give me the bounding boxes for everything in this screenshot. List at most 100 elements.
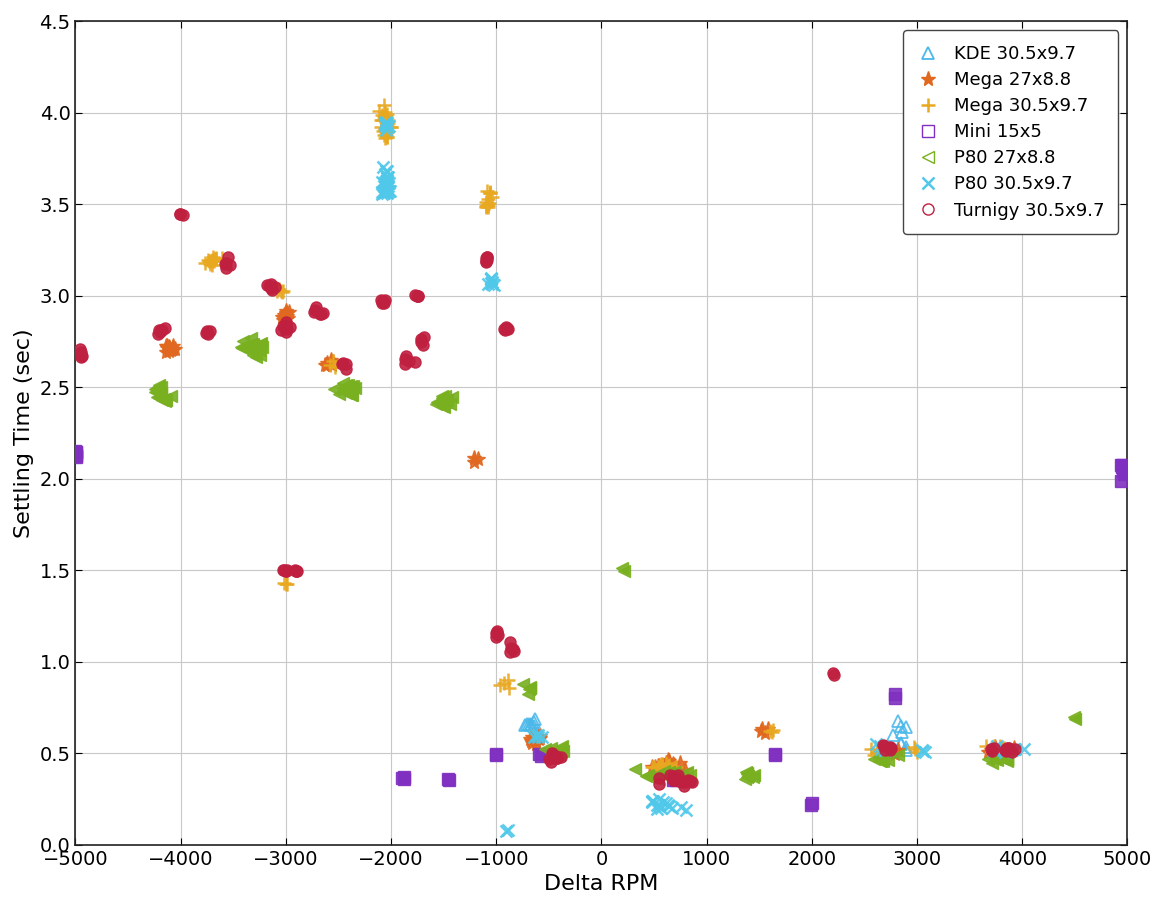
P80 27x8.8 (652, 774, 666, 785)
KDE 30.5x9.7 (524, 720, 538, 731)
Mini 15x5 (69, 450, 83, 461)
KDE 30.5x9.7 (520, 719, 534, 730)
KDE 30.5x9.7 (893, 721, 907, 732)
KDE 30.5x9.7 (518, 720, 532, 731)
Mega 30.5x9.7 (373, 114, 387, 125)
Turnigy 30.5x9.7 (174, 208, 188, 219)
KDE 30.5x9.7 (522, 718, 536, 729)
Mega 27x8.8 (162, 342, 176, 353)
Mini 15x5 (69, 447, 83, 458)
Mega 30.5x9.7 (204, 259, 218, 270)
Turnigy 30.5x9.7 (677, 781, 691, 792)
P80 30.5x9.7 (1018, 744, 1032, 755)
Mega 27x8.8 (663, 765, 677, 775)
KDE 30.5x9.7 (894, 738, 908, 749)
Turnigy 30.5x9.7 (652, 773, 666, 784)
Mini 15x5 (69, 452, 83, 463)
Mini 15x5 (768, 748, 782, 759)
P80 30.5x9.7 (379, 181, 393, 192)
Mega 27x8.8 (533, 730, 547, 741)
Mini 15x5 (69, 445, 83, 456)
P80 27x8.8 (739, 772, 753, 783)
Line: P80 30.5x9.7: P80 30.5x9.7 (375, 115, 1031, 837)
Legend: KDE 30.5x9.7, Mega 27x8.8, Mega 30.5x9.7, Mini 15x5, P80 27x8.8, P80 30.5x9.7, T: KDE 30.5x9.7, Mega 27x8.8, Mega 30.5x9.7… (902, 30, 1118, 234)
P80 30.5x9.7 (661, 800, 675, 811)
P80 30.5x9.7 (379, 116, 393, 127)
Mini 15x5 (888, 693, 902, 704)
Line: Mini 15x5: Mini 15x5 (66, 444, 1130, 811)
Mini 15x5 (888, 689, 902, 700)
Mega 27x8.8 (279, 305, 293, 316)
KDE 30.5x9.7 (527, 717, 541, 728)
Mini 15x5 (396, 772, 410, 783)
Turnigy 30.5x9.7 (73, 344, 87, 355)
Turnigy 30.5x9.7 (489, 631, 503, 642)
Turnigy 30.5x9.7 (75, 350, 89, 361)
Turnigy 30.5x9.7 (506, 643, 520, 654)
KDE 30.5x9.7 (527, 721, 541, 732)
Mega 30.5x9.7 (378, 100, 392, 111)
Mini 15x5 (532, 748, 546, 759)
Mini 15x5 (1114, 459, 1128, 470)
Mega 27x8.8 (159, 347, 173, 358)
KDE 30.5x9.7 (893, 737, 907, 748)
Mega 27x8.8 (324, 359, 338, 370)
Line: KDE 30.5x9.7: KDE 30.5x9.7 (518, 713, 913, 756)
Line: Mega 27x8.8: Mega 27x8.8 (159, 303, 1021, 777)
Line: Mega 30.5x9.7: Mega 30.5x9.7 (198, 98, 1016, 778)
P80 27x8.8 (245, 332, 259, 343)
Mini 15x5 (441, 774, 455, 785)
P80 30.5x9.7 (380, 172, 394, 183)
Mini 15x5 (805, 799, 819, 810)
Mini 15x5 (490, 748, 504, 759)
Mega 30.5x9.7 (654, 766, 668, 777)
Mega 27x8.8 (324, 355, 338, 366)
KDE 30.5x9.7 (886, 729, 900, 740)
Y-axis label: Settling Time (sec): Settling Time (sec) (14, 328, 34, 538)
Mini 15x5 (69, 449, 83, 460)
Mini 15x5 (66, 447, 80, 458)
X-axis label: Delta RPM: Delta RPM (545, 874, 659, 894)
KDE 30.5x9.7 (528, 714, 542, 725)
P80 27x8.8 (253, 350, 267, 360)
P80 27x8.8 (616, 563, 630, 574)
Mini 15x5 (66, 449, 80, 460)
KDE 30.5x9.7 (899, 722, 913, 733)
P80 27x8.8 (667, 766, 681, 777)
Mega 27x8.8 (983, 746, 997, 757)
KDE 30.5x9.7 (899, 745, 913, 755)
Mini 15x5 (669, 775, 683, 785)
Mini 15x5 (1116, 466, 1130, 477)
Mini 15x5 (1115, 476, 1129, 487)
Mini 15x5 (394, 772, 408, 783)
Mega 27x8.8 (325, 357, 339, 368)
Mega 30.5x9.7 (208, 254, 222, 265)
Mini 15x5 (805, 797, 819, 808)
P80 27x8.8 (159, 394, 173, 405)
KDE 30.5x9.7 (895, 726, 909, 737)
Mini 15x5 (1117, 469, 1131, 479)
Mega 30.5x9.7 (864, 744, 878, 755)
Mega 27x8.8 (984, 745, 998, 755)
KDE 30.5x9.7 (892, 716, 906, 726)
Mini 15x5 (442, 775, 456, 785)
Mini 15x5 (768, 749, 782, 760)
Mini 15x5 (396, 774, 410, 785)
Mini 15x5 (666, 775, 680, 785)
Mini 15x5 (490, 750, 504, 761)
Line: Turnigy 30.5x9.7: Turnigy 30.5x9.7 (75, 208, 1020, 792)
Mega 30.5x9.7 (988, 740, 1002, 751)
P80 30.5x9.7 (380, 176, 394, 187)
Mini 15x5 (69, 447, 83, 458)
Mega 30.5x9.7 (480, 185, 494, 196)
Mini 15x5 (1116, 460, 1130, 471)
P80 27x8.8 (347, 382, 361, 393)
Mega 30.5x9.7 (484, 187, 498, 198)
Turnigy 30.5x9.7 (480, 252, 494, 262)
P80 30.5x9.7 (484, 272, 498, 283)
P80 27x8.8 (1068, 711, 1082, 722)
Turnigy 30.5x9.7 (675, 776, 689, 787)
Turnigy 30.5x9.7 (150, 329, 164, 340)
KDE 30.5x9.7 (899, 741, 913, 752)
Mega 30.5x9.7 (276, 286, 290, 297)
